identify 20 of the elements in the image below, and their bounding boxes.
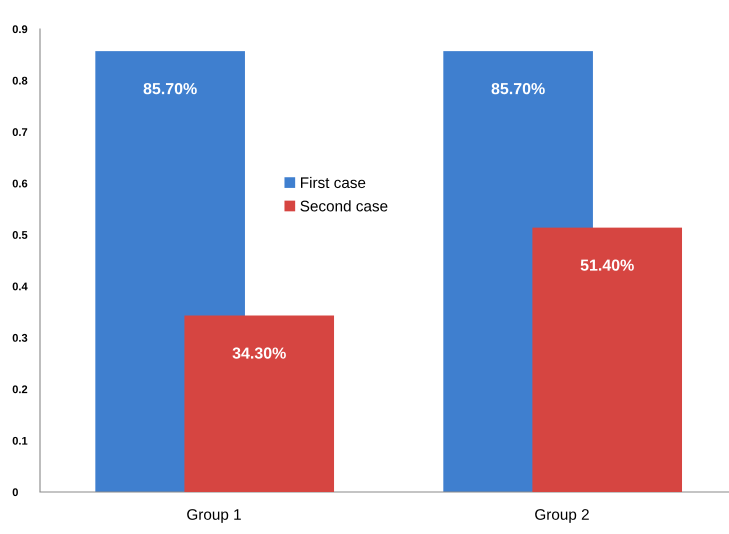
y-tick-label: 0.7 xyxy=(12,128,28,136)
y-tick-label: 0.3 xyxy=(12,334,28,342)
y-tick-label: 0.9 xyxy=(12,25,28,34)
bar xyxy=(184,316,334,492)
y-tick-label: 0.4 xyxy=(12,282,28,290)
y-tick-label: 0.5 xyxy=(12,231,28,239)
legend-label: First case xyxy=(301,176,366,188)
x-tick-label: Group 1 xyxy=(187,509,241,523)
data-label: 51.40% xyxy=(580,259,634,271)
legend-label: Second case xyxy=(300,200,388,212)
data-label: 85.70% xyxy=(144,82,197,94)
x-tick-label: Group 2 xyxy=(535,509,589,523)
y-tick-label: 0.1 xyxy=(12,436,28,445)
y-tick-label: 0 xyxy=(12,488,18,496)
data-label: 85.70% xyxy=(492,82,545,94)
y-tick-label: 0.6 xyxy=(12,180,28,188)
y-tick-label: 0.2 xyxy=(12,385,28,394)
data-label: 34.30% xyxy=(232,347,286,359)
y-tick-label: 0.8 xyxy=(12,76,28,85)
bar xyxy=(532,228,682,492)
